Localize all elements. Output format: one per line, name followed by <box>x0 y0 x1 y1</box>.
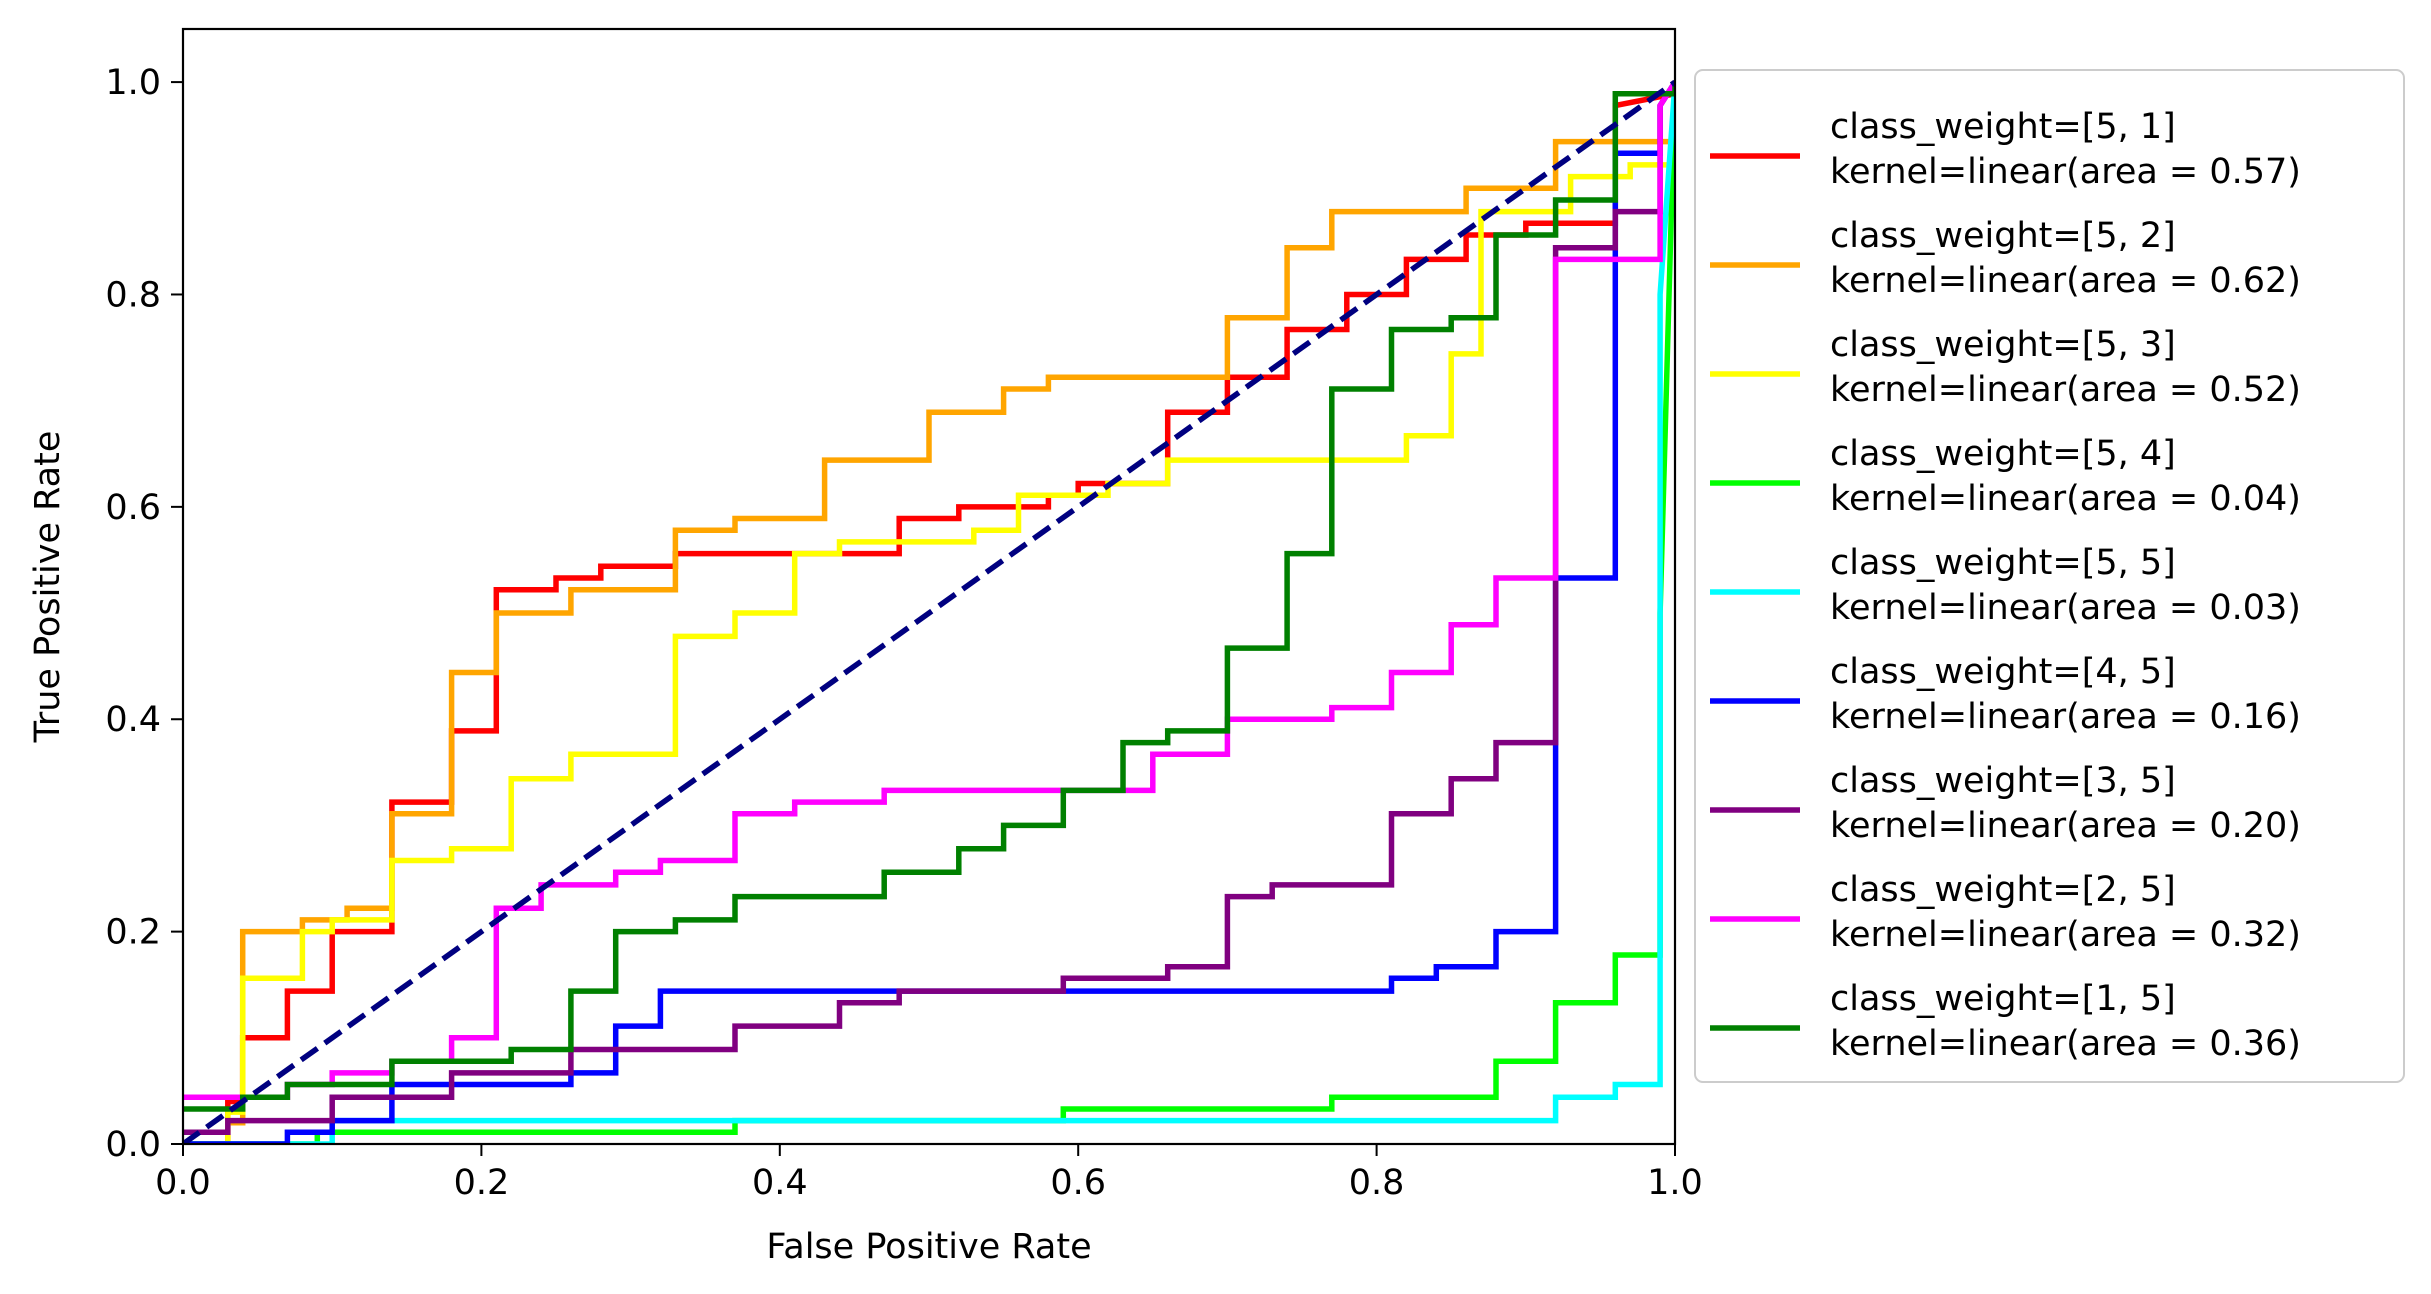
plot-frame <box>181 27 1677 1146</box>
x-tick-label: 0.0 <box>155 1163 211 1203</box>
series-lines <box>183 79 1675 1144</box>
axes: 0.0 0.2 0.4 0.6 0.8 1.0 0.0 0.2 0.4 0.6 0.8 1.0 <box>105 63 1703 1203</box>
legend-label: kernel=linear(area = 0.57) <box>1830 152 2301 192</box>
legend-box <box>1694 69 2405 1083</box>
legend-label: kernel=linear(area = 0.16) <box>1830 697 2301 737</box>
legend-label: kernel=linear(area = 0.52) <box>1830 370 2301 410</box>
series-line-9 <box>183 82 1675 1112</box>
legend-label: class_weight=[2, 5] <box>1830 870 2176 910</box>
x-tick-label: 0.8 <box>1349 1163 1405 1203</box>
y-tick-label: 0.6 <box>105 488 161 528</box>
x-tick-label: 0.2 <box>454 1163 510 1203</box>
y-tick-label: 0.8 <box>105 275 161 315</box>
legend-label: kernel=linear(area = 0.36) <box>1830 1024 2301 1064</box>
diagonal-reference-line <box>183 79 1675 1144</box>
legend-label: class_weight=[5, 3] <box>1830 325 2176 365</box>
series-line-7 <box>183 80 1675 1136</box>
y-tick-label: 0.0 <box>105 1125 161 1165</box>
legend-label: class_weight=[4, 5] <box>1830 652 2176 692</box>
series-line-4 <box>183 82 1675 1144</box>
x-tick-label: 0.4 <box>752 1163 808 1203</box>
legend-label: kernel=linear(area = 0.62) <box>1830 261 2301 301</box>
y-tick-label: 1.0 <box>105 63 161 103</box>
legend-label: kernel=linear(area = 0.20) <box>1830 806 2301 846</box>
x-axis-label: False Positive Rate <box>766 1227 1091 1267</box>
x-tick-label: 0.6 <box>1050 1163 1106 1203</box>
legend-label: class_weight=[5, 4] <box>1830 434 2176 474</box>
legend-label: class_weight=[1, 5] <box>1830 979 2176 1019</box>
legend-label: class_weight=[5, 1] <box>1830 107 2176 147</box>
y-tick-label: 0.4 <box>105 700 161 740</box>
y-axis-label: True Positive Rate <box>28 431 68 744</box>
y-tick-label: 0.2 <box>105 913 161 953</box>
legend: class_weight=[5, 1] kernel=linear(area = … <box>1694 69 2405 1083</box>
legend-label: kernel=linear(area = 0.32) <box>1830 915 2301 955</box>
legend-label: kernel=linear(area = 0.03) <box>1830 588 2301 628</box>
series-line-6 <box>183 80 1675 1144</box>
legend-label: class_weight=[3, 5] <box>1830 761 2176 801</box>
legend-label: class_weight=[5, 2] <box>1830 216 2176 256</box>
legend-label: kernel=linear(area = 0.04) <box>1830 479 2301 519</box>
x-tick-label: 1.0 <box>1647 1163 1703 1203</box>
series-line-3 <box>183 82 1675 1144</box>
legend-label: class_weight=[5, 5] <box>1830 543 2176 583</box>
